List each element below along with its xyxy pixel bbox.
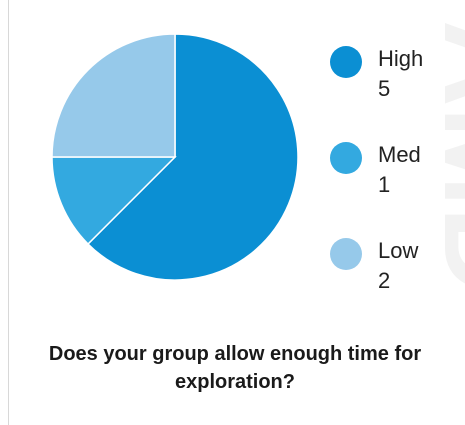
legend-swatch-med: [330, 142, 362, 174]
legend-label-med: Med: [378, 142, 421, 167]
card-border: [8, 0, 9, 425]
pie-chart: [51, 33, 299, 281]
pie-slice-high: [86, 33, 299, 281]
legend-item-med: Med 1: [330, 138, 450, 234]
watermark-logo: AMD: [419, 20, 465, 293]
legend-item-low: Low 2: [330, 234, 450, 330]
pie-slice-med: [51, 156, 177, 246]
legend-swatch-low: [330, 238, 362, 270]
legend-value-med: 1: [378, 172, 391, 197]
legend-label-high: High: [378, 46, 424, 71]
watermark-text: AMD: [419, 20, 465, 293]
chart-legend: High 5 Med 1 Low 2: [330, 42, 450, 330]
legend-item-high: High 5: [330, 42, 450, 138]
legend-swatch-high: [330, 46, 362, 78]
legend-value-high: 5: [378, 76, 391, 101]
chart-title: Does your group allow enough time for ex…: [48, 343, 422, 393]
legend-label-low: Low: [378, 238, 419, 263]
legend-value-low: 2: [378, 268, 391, 293]
pie-slice-low: [51, 33, 176, 158]
